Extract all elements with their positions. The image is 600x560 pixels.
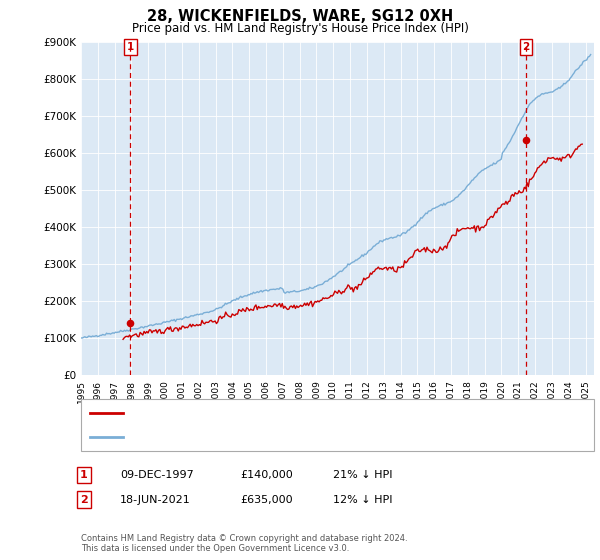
Text: 1: 1	[80, 470, 88, 480]
Text: Price paid vs. HM Land Registry's House Price Index (HPI): Price paid vs. HM Land Registry's House …	[131, 22, 469, 35]
Point	[125, 319, 135, 328]
Text: 2: 2	[80, 494, 88, 505]
Text: 2: 2	[523, 42, 530, 52]
Text: 18-JUN-2021: 18-JUN-2021	[120, 494, 191, 505]
Text: 21% ↓ HPI: 21% ↓ HPI	[333, 470, 392, 480]
Text: 09-DEC-1997: 09-DEC-1997	[120, 470, 194, 480]
Text: 28, WICKENFIELDS, WARE, SG12 0XH (detached house): 28, WICKENFIELDS, WARE, SG12 0XH (detach…	[129, 408, 418, 418]
Text: 12% ↓ HPI: 12% ↓ HPI	[333, 494, 392, 505]
Point	[521, 136, 531, 144]
Text: £140,000: £140,000	[240, 470, 293, 480]
Text: HPI: Average price, detached house, East Hertfordshire: HPI: Average price, detached house, East…	[129, 432, 417, 442]
Text: 1: 1	[127, 42, 134, 52]
Text: 28, WICKENFIELDS, WARE, SG12 0XH: 28, WICKENFIELDS, WARE, SG12 0XH	[147, 9, 453, 24]
Text: £635,000: £635,000	[240, 494, 293, 505]
Text: Contains HM Land Registry data © Crown copyright and database right 2024.
This d: Contains HM Land Registry data © Crown c…	[81, 534, 407, 553]
